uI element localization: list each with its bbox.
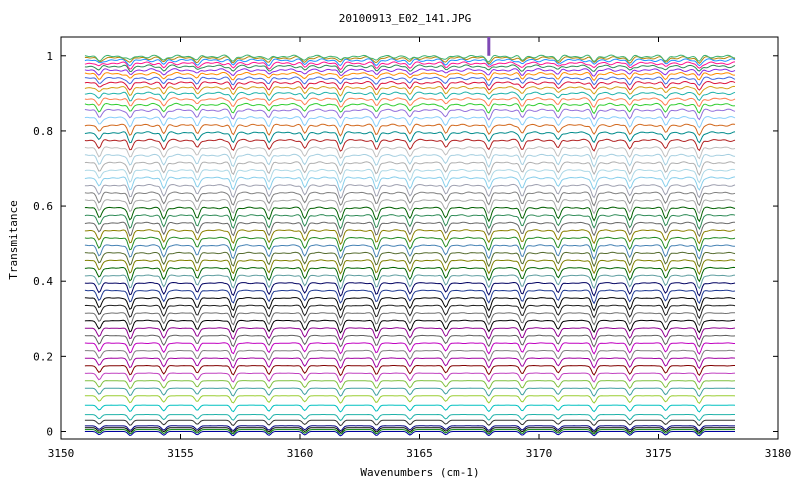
series-line bbox=[84, 266, 736, 283]
series-line bbox=[84, 380, 736, 390]
series-line bbox=[84, 221, 735, 238]
series-line bbox=[84, 102, 736, 115]
series-line bbox=[84, 289, 736, 305]
series-line bbox=[84, 395, 736, 405]
series-line bbox=[84, 108, 736, 121]
y-axis: 0 0.2 0.4 0.6 0.8 1 bbox=[33, 50, 778, 438]
x-axis: 3150 3155 3160 3165 3170 3175 3180 bbox=[48, 37, 792, 460]
y-tick-label: 0.4 bbox=[33, 275, 53, 288]
series-line bbox=[84, 64, 736, 73]
y-axis-label: Transmitance bbox=[7, 200, 20, 279]
series-line bbox=[84, 85, 736, 97]
series-line bbox=[84, 419, 735, 427]
series-line bbox=[84, 429, 735, 435]
series-line bbox=[84, 206, 736, 223]
series-line bbox=[84, 342, 735, 355]
series-line bbox=[84, 297, 736, 312]
series-line bbox=[84, 312, 736, 327]
series-line bbox=[84, 413, 735, 422]
series-line bbox=[84, 427, 735, 433]
x-tick-label: 3155 bbox=[167, 447, 194, 460]
series-line bbox=[84, 236, 736, 253]
series-line bbox=[84, 357, 736, 370]
x-tick-label: 3170 bbox=[526, 447, 553, 460]
series-line bbox=[84, 115, 736, 129]
y-tick-label: 1 bbox=[46, 50, 53, 63]
series-line bbox=[84, 168, 736, 184]
series-line bbox=[84, 334, 736, 348]
series-line bbox=[84, 91, 736, 103]
series-line bbox=[84, 191, 736, 207]
series-line bbox=[84, 387, 735, 398]
series-line bbox=[84, 71, 735, 82]
series-line bbox=[84, 54, 736, 63]
series-layer bbox=[84, 37, 736, 437]
y-tick-label: 0 bbox=[46, 425, 53, 438]
series-line bbox=[84, 319, 736, 334]
y-tick-label: 0.2 bbox=[33, 350, 53, 363]
x-tick-label: 3165 bbox=[406, 447, 433, 460]
series-line bbox=[84, 61, 736, 71]
series-line bbox=[84, 146, 736, 161]
series-line bbox=[84, 251, 736, 268]
series-line bbox=[84, 76, 736, 87]
series-line bbox=[84, 56, 736, 65]
y-tick-label: 0.6 bbox=[33, 200, 53, 213]
x-tick-label: 3160 bbox=[287, 447, 314, 460]
series-line bbox=[84, 244, 735, 260]
series-line bbox=[84, 349, 736, 363]
series-line bbox=[84, 123, 736, 137]
series-line bbox=[84, 281, 736, 297]
series-line bbox=[84, 229, 736, 246]
series-line bbox=[84, 214, 736, 230]
x-tick-label: 3175 bbox=[645, 447, 672, 460]
series-line bbox=[84, 259, 736, 276]
series-line bbox=[84, 327, 736, 341]
series-line bbox=[84, 176, 736, 192]
series-line bbox=[84, 431, 735, 437]
x-axis-label: Wavenumbers (cm-1) bbox=[360, 466, 479, 479]
series-line bbox=[84, 372, 736, 384]
series-line bbox=[84, 80, 736, 91]
series-line bbox=[84, 161, 736, 176]
series-line bbox=[84, 198, 736, 215]
chart-title: 20100913_E02_141.JPG bbox=[339, 12, 471, 25]
series-line bbox=[84, 404, 736, 413]
series-line bbox=[84, 58, 736, 67]
series-line bbox=[84, 183, 736, 200]
series-line bbox=[84, 274, 736, 290]
series-line bbox=[84, 304, 736, 320]
x-tick-label: 3150 bbox=[48, 447, 75, 460]
series-line bbox=[84, 97, 736, 108]
series-line bbox=[84, 425, 735, 432]
series-line bbox=[84, 153, 736, 168]
series-line bbox=[84, 364, 735, 377]
y-tick-label: 0.8 bbox=[33, 125, 53, 138]
series-line bbox=[84, 138, 736, 152]
series-line bbox=[84, 131, 736, 145]
series-line bbox=[84, 68, 736, 77]
x-tick-label: 3180 bbox=[765, 447, 792, 460]
